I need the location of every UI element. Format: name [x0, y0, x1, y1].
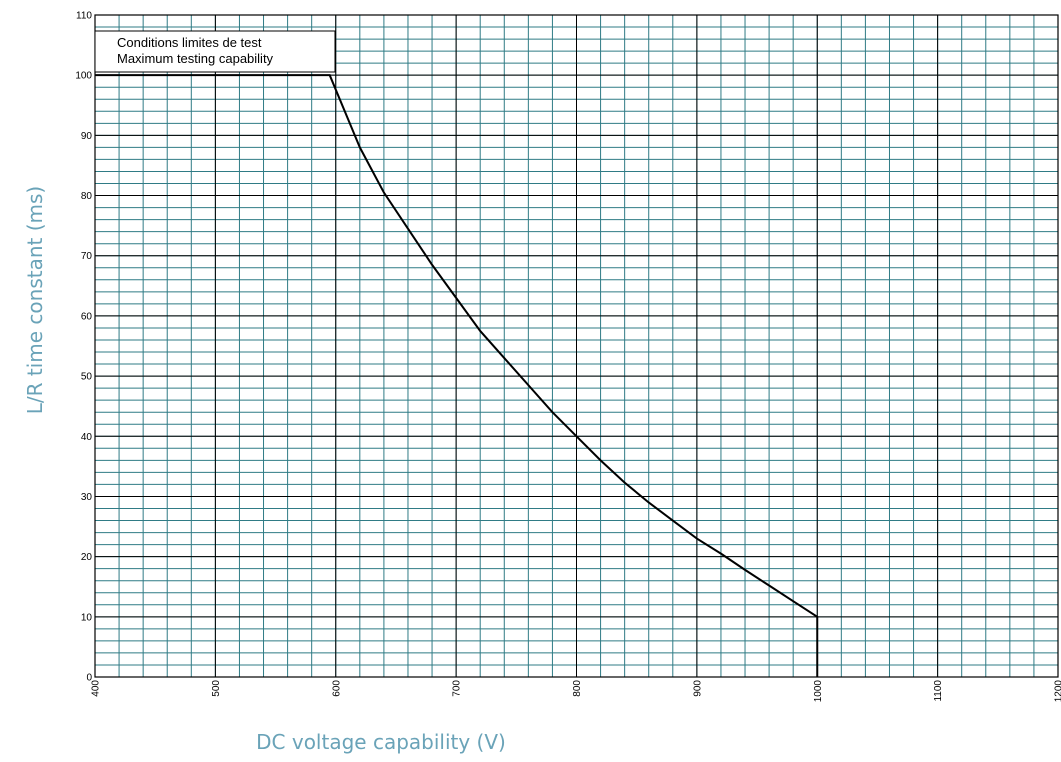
y-tick-label: 40: [81, 432, 93, 443]
x-tick-label: 600: [331, 680, 342, 697]
y-tick-label: 70: [81, 251, 93, 262]
y-tick-label: 0: [86, 673, 92, 684]
y-tick-labels: 0 10 20 30 40 50 60 70 80 90 100 110: [75, 11, 92, 684]
x-tick-label: 900: [692, 680, 703, 697]
x-tick-label: 500: [211, 680, 222, 697]
y-tick-label: 80: [81, 191, 93, 202]
x-tick-labels: 400 500 600 700 800 900 1000 1100 1200: [91, 680, 1061, 703]
legend-box: [94, 30, 336, 73]
legend: Conditions limites de test Maximum testi…: [94, 30, 336, 73]
plot-frame: [94, 14, 1059, 678]
major-grid: [94, 14, 1059, 678]
y-tick-label: 100: [75, 71, 92, 82]
y-axis-title: L/R time constant (ms): [23, 186, 47, 415]
x-tick-label: 1000: [813, 680, 824, 703]
series-line: [95, 74, 819, 677]
x-tick-label: 800: [572, 680, 583, 697]
x-tick-label: 700: [452, 680, 463, 697]
y-tick-label: 10: [81, 612, 93, 623]
y-tick-label: 60: [81, 311, 93, 322]
x-tick-label: 1200: [1054, 680, 1061, 703]
y-tick-label: 50: [81, 372, 93, 383]
y-tick-label: 110: [76, 11, 92, 22]
y-tick-label: 30: [81, 492, 93, 503]
x-axis-title: DC voltage capability (V): [256, 730, 506, 754]
legend-line-1: Conditions limites de test: [117, 35, 262, 50]
x-tick-label: 400: [91, 680, 102, 697]
y-tick-label: 20: [81, 552, 93, 563]
x-tick-label: 1100: [933, 680, 944, 702]
y-tick-label: 90: [81, 131, 93, 142]
legend-line-2: Maximum testing capability: [117, 51, 274, 66]
